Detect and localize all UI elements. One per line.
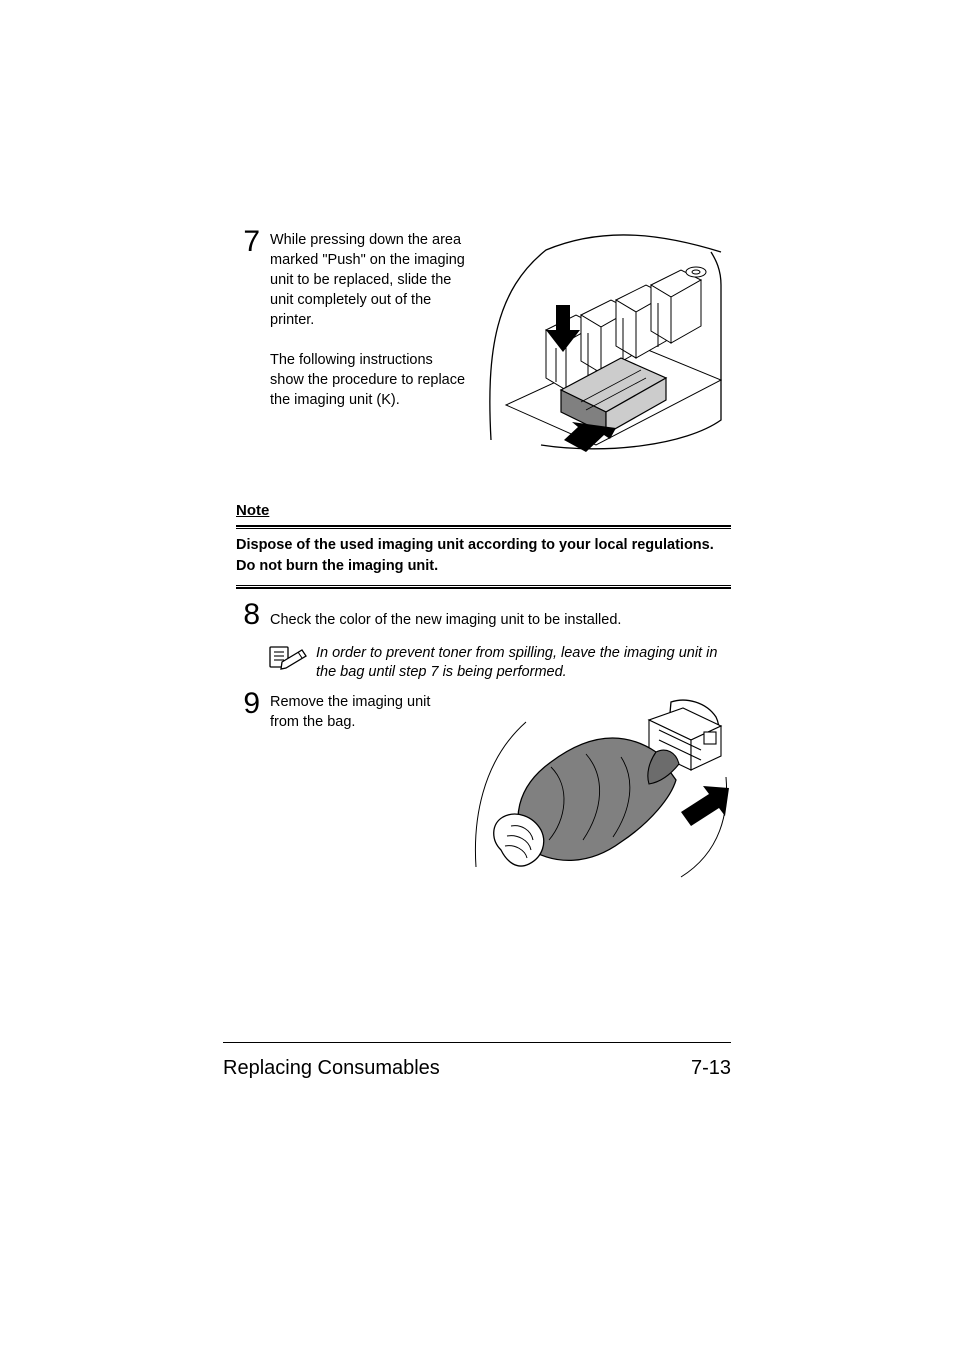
step-8: 8 Check the color of the new imaging uni… — [236, 603, 731, 630]
step-7-para1: While pressing down the area marked "Pus… — [270, 230, 468, 330]
note-body: Dispose of the used imaging unit accordi… — [236, 535, 731, 577]
footer-page-number: 7-13 — [691, 1057, 731, 1080]
step-7-number: 7 — [236, 230, 260, 254]
note-rule-bottom-heavy — [236, 587, 731, 589]
footer-section-title: Replacing Consumables — [223, 1057, 440, 1080]
callout: In order to prevent toner from spilling,… — [268, 644, 731, 682]
callout-text: In order to prevent toner from spilling,… — [316, 644, 731, 682]
note-heading: Note — [236, 502, 731, 523]
step-8-text: Check the color of the new imaging unit … — [270, 610, 621, 630]
step-7-para2: The following instructions show the proc… — [270, 350, 468, 410]
footer-rule — [223, 1042, 731, 1043]
step-9: 9 Remove the imaging unit from the bag. — [236, 692, 731, 892]
step-9-figure — [471, 692, 731, 892]
step-7: 7 While pressing down the area marked "P… — [236, 230, 731, 460]
step-9-number: 9 — [236, 692, 260, 716]
note-rule-top-thin — [236, 528, 731, 529]
note-pencil-icon — [268, 644, 308, 670]
note-rule-top-heavy — [236, 525, 731, 527]
note-block: Note Dispose of the used imaging unit ac… — [236, 502, 731, 589]
step-7-text: While pressing down the area marked "Pus… — [270, 230, 468, 430]
step-9-text: Remove the imaging unit from the bag. — [270, 692, 431, 732]
step-7-figure — [486, 230, 731, 460]
step-8-number: 8 — [236, 603, 260, 627]
page-footer: Replacing Consumables 7-13 — [223, 1042, 731, 1080]
note-rule-bottom-thin — [236, 585, 731, 586]
